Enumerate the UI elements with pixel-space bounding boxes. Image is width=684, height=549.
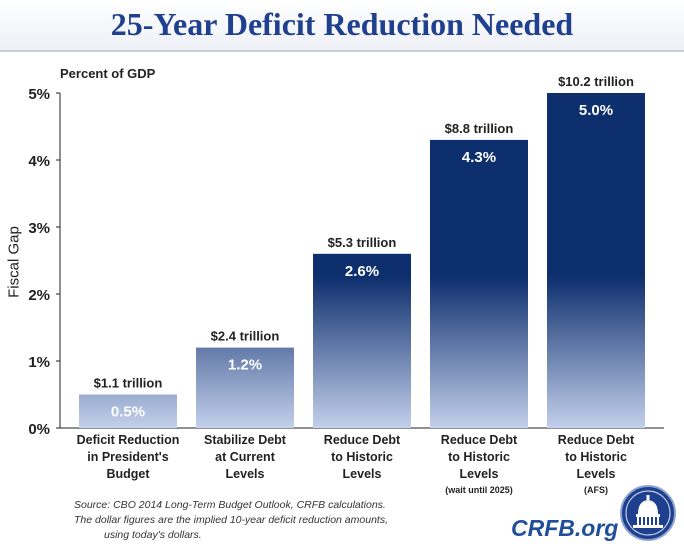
bar-value-label: 5.0% xyxy=(579,102,613,119)
source-line-3: using today's dollars. xyxy=(104,529,202,541)
bar xyxy=(79,394,177,428)
x-category-note: (AFS) xyxy=(584,485,608,495)
bar xyxy=(313,253,411,428)
x-category-label: to Historic xyxy=(565,450,627,464)
x-category-label: Levels xyxy=(577,467,616,481)
source-line-1: Source: CBO 2014 Long-Term Budget Outloo… xyxy=(74,499,386,511)
x-category-label: Reduce Debt xyxy=(324,433,401,447)
bar-dollar-label: $5.3 trillion xyxy=(328,235,397,250)
brand-logo-text: CRFB.org xyxy=(511,515,619,541)
source-line-2: The dollar figures are the implied 10-ye… xyxy=(74,514,388,526)
bar xyxy=(196,347,294,428)
x-category-label: at Current xyxy=(215,450,276,464)
bar-dollar-label: $1.1 trillion xyxy=(94,376,163,391)
bar-dollar-label: $2.4 trillion xyxy=(211,329,280,344)
y-tick-label: 1% xyxy=(28,354,50,371)
bar-value-label: 4.3% xyxy=(462,149,496,166)
bar xyxy=(430,139,528,428)
source-note: Source: CBO 2014 Long-Term Budget Outloo… xyxy=(74,498,514,543)
bar-value-label: 2.6% xyxy=(345,263,379,280)
x-category-label: Reduce Debt xyxy=(558,433,635,447)
bar-value-label: 1.2% xyxy=(228,357,262,374)
units-note: Percent of GDP xyxy=(60,66,156,81)
bar-dollar-label: $8.8 trillion xyxy=(445,121,514,136)
chart-title: 25-Year Deficit Reduction Needed xyxy=(110,6,574,42)
x-category-label: to Historic xyxy=(331,450,393,464)
x-category-label: Stabilize Debt xyxy=(204,433,287,447)
x-category-note: (wait until 2025) xyxy=(445,485,513,495)
x-category-label: Budget xyxy=(106,467,150,481)
x-category-label: Levels xyxy=(226,467,265,481)
y-tick-label: 2% xyxy=(28,287,50,304)
x-category-label: Levels xyxy=(460,467,499,481)
x-category-label: in President's xyxy=(87,450,169,464)
bar xyxy=(547,93,645,428)
title-bar xyxy=(0,0,684,52)
bar-value-label: 0.5% xyxy=(111,404,145,421)
x-category-label: Deficit Reduction xyxy=(77,433,180,447)
x-category-label: Levels xyxy=(343,467,382,481)
bar-dollar-label: $10.2 trillion xyxy=(558,74,634,89)
capitol-dome-icon xyxy=(620,485,676,541)
y-tick-label: 0% xyxy=(28,421,50,438)
y-tick-label: 3% xyxy=(28,220,50,237)
x-category-label: to Historic xyxy=(448,450,510,464)
x-category-label: Reduce Debt xyxy=(441,433,518,447)
y-tick-label: 4% xyxy=(28,153,50,170)
y-tick-label: 5% xyxy=(28,86,50,103)
